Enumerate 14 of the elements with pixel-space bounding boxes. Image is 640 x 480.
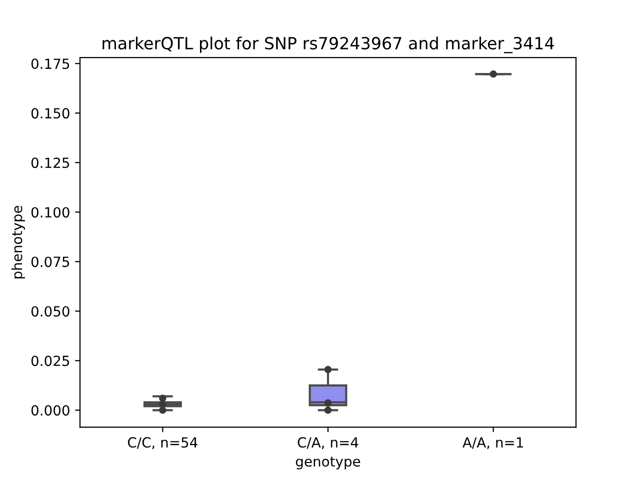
chart-title: markerQTL plot for SNP rs79243967 and marker_3414 [102, 36, 554, 54]
x-tick-label: C/C, n=54 [128, 437, 198, 450]
x-tick-label: C/A, n=4 [298, 437, 358, 450]
y-tick-label: 0.000 [31, 405, 70, 416]
y-tick-label: 0.075 [31, 256, 70, 268]
y-tick-label: 0.150 [31, 108, 70, 119]
y-tick-label: 0.175 [31, 58, 70, 70]
y-tick-label: 0.050 [31, 306, 70, 317]
y-tick-label: 0.100 [31, 207, 70, 218]
y-tick-label: 0.025 [31, 356, 70, 366]
x-tick-label: A/A, n=1 [462, 437, 523, 450]
y-tick-label: 0.125 [31, 158, 70, 168]
x-axis-title: genotype [296, 456, 360, 470]
y-axis-title: phenotype [12, 206, 25, 278]
